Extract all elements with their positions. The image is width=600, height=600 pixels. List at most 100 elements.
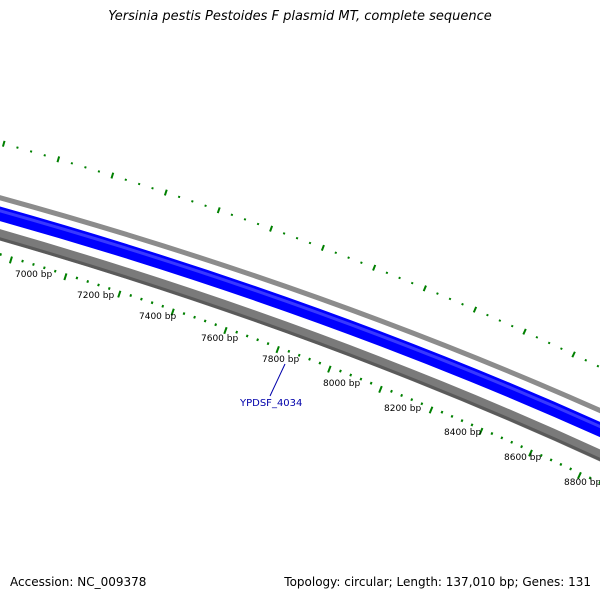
ruler-tick bbox=[21, 259, 24, 263]
ruler-tick bbox=[500, 436, 504, 440]
ruler-tick bbox=[378, 385, 383, 393]
ruler-tick bbox=[287, 349, 291, 353]
gc-skew-tick bbox=[410, 281, 414, 285]
ruler-tick bbox=[588, 476, 592, 480]
ruler-tick bbox=[150, 301, 154, 305]
gc-skew-tick bbox=[230, 213, 234, 217]
gc-skew-tick bbox=[535, 335, 539, 339]
ruler-label: 7200 bp bbox=[77, 291, 114, 301]
gc-skew-tick bbox=[498, 319, 502, 322]
inner-backbone-shadow bbox=[0, 237, 600, 462]
gc-skew-tick bbox=[571, 351, 576, 358]
ruler-tick bbox=[275, 345, 280, 354]
ruler-labels: 7000 bp 7200 bp 7400 bp 7600 bp 7800 bp 8000 … bbox=[15, 270, 600, 488]
forward-cds-track bbox=[0, 206, 600, 438]
ruler-label: 7000 bp bbox=[15, 270, 52, 280]
gc-skew-tick bbox=[282, 232, 286, 235]
ruler-tick bbox=[349, 373, 353, 377]
gc-skew-tick bbox=[510, 324, 514, 328]
ruler-tick bbox=[528, 449, 533, 457]
inner-backbone-ring bbox=[0, 229, 600, 462]
ruler-tick bbox=[214, 323, 218, 327]
ruler-tick bbox=[266, 342, 270, 346]
gc-skew-tick bbox=[398, 276, 401, 280]
gc-skew-tick bbox=[461, 302, 464, 306]
gc-skew-tick bbox=[243, 218, 247, 221]
ruler-tick bbox=[140, 297, 143, 301]
gc-skew-tick bbox=[177, 195, 181, 199]
outer-backbone-ring bbox=[0, 195, 600, 414]
ruler-tick bbox=[490, 432, 494, 436]
gc-skew-tick bbox=[472, 306, 478, 313]
gc-skew-tick bbox=[204, 204, 207, 208]
topology-summary: Topology: circular; Length: 137,010 bp; … bbox=[284, 575, 591, 589]
ruler-label: 7600 bp bbox=[201, 334, 238, 344]
ruler-tick bbox=[297, 353, 301, 357]
forward-cds-highlight bbox=[0, 209, 600, 429]
ruler-tick bbox=[129, 294, 133, 298]
ruler-tick bbox=[440, 410, 444, 414]
gene-label-ypdsf-4034: YPDSF_4034 bbox=[239, 398, 302, 409]
gc-skew-tick bbox=[385, 271, 389, 275]
gc-skew-tick bbox=[29, 150, 33, 153]
ruler-tick bbox=[63, 273, 68, 281]
gc-skew-tick bbox=[360, 261, 363, 264]
ruler-tick bbox=[193, 315, 196, 319]
gc-skew-tick bbox=[151, 186, 154, 190]
ruler-tick bbox=[470, 423, 474, 427]
ruler-tick bbox=[223, 326, 228, 335]
ruler-tick bbox=[450, 414, 454, 418]
gc-skew-tick bbox=[84, 166, 87, 169]
gc-skew-tick bbox=[256, 222, 260, 226]
ruler-tick bbox=[53, 269, 57, 273]
ruler-tick bbox=[318, 361, 322, 365]
gc-skew-tick bbox=[422, 285, 427, 292]
ruler-tick bbox=[256, 338, 259, 342]
ruler-tick bbox=[539, 453, 543, 458]
ruler-label: 8200 bp bbox=[384, 404, 421, 414]
ruler-tick bbox=[182, 312, 186, 316]
ruler-tick bbox=[75, 276, 79, 280]
ruler-tick bbox=[390, 389, 393, 393]
ruler-tick bbox=[0, 252, 2, 256]
ruler-tick bbox=[245, 334, 249, 338]
gc-skew-tick bbox=[308, 241, 312, 245]
gc-skew-tick bbox=[1, 140, 6, 147]
ruler-tick bbox=[327, 365, 332, 373]
gc-skew-tick bbox=[372, 264, 377, 271]
ruler-tick bbox=[86, 279, 90, 283]
gc-skew-tick bbox=[486, 313, 489, 317]
ruler-tick bbox=[43, 266, 46, 270]
ruler-tick bbox=[107, 286, 111, 290]
gc-skew-tick bbox=[436, 292, 439, 295]
gc-skew-ticks bbox=[1, 140, 600, 368]
ruler-tick bbox=[460, 419, 464, 423]
ruler-tick bbox=[428, 406, 434, 414]
ruler-tick bbox=[308, 357, 311, 361]
gc-skew-tick bbox=[334, 251, 338, 255]
ruler-tick bbox=[203, 319, 207, 323]
ruler-label: 7800 bp bbox=[262, 355, 299, 365]
ruler-tick bbox=[8, 256, 13, 264]
gc-skew-tick bbox=[269, 225, 274, 232]
gc-skew-tick bbox=[97, 170, 101, 173]
ruler-label: 8800 bp bbox=[564, 478, 600, 488]
ruler-tick bbox=[97, 283, 100, 287]
gc-skew-tick bbox=[596, 364, 600, 368]
ruler-label: 8600 bp bbox=[504, 453, 541, 463]
ruler-tick bbox=[549, 458, 553, 462]
gc-skew-tick bbox=[70, 162, 74, 165]
ruler-tick bbox=[161, 304, 165, 308]
ruler-ticks bbox=[0, 252, 600, 485]
ruler-label: 8400 bp bbox=[444, 428, 481, 438]
ruler-tick bbox=[235, 330, 239, 334]
accession-text: Accession: NC_009378 bbox=[10, 575, 147, 589]
gc-skew-tick bbox=[584, 358, 588, 362]
ruler-tick bbox=[410, 398, 414, 402]
ruler-tick bbox=[359, 377, 363, 381]
ruler-tick bbox=[520, 445, 524, 449]
ruler-tick bbox=[369, 381, 373, 385]
gc-skew-tick bbox=[216, 207, 221, 214]
ruler-tick bbox=[117, 290, 122, 298]
